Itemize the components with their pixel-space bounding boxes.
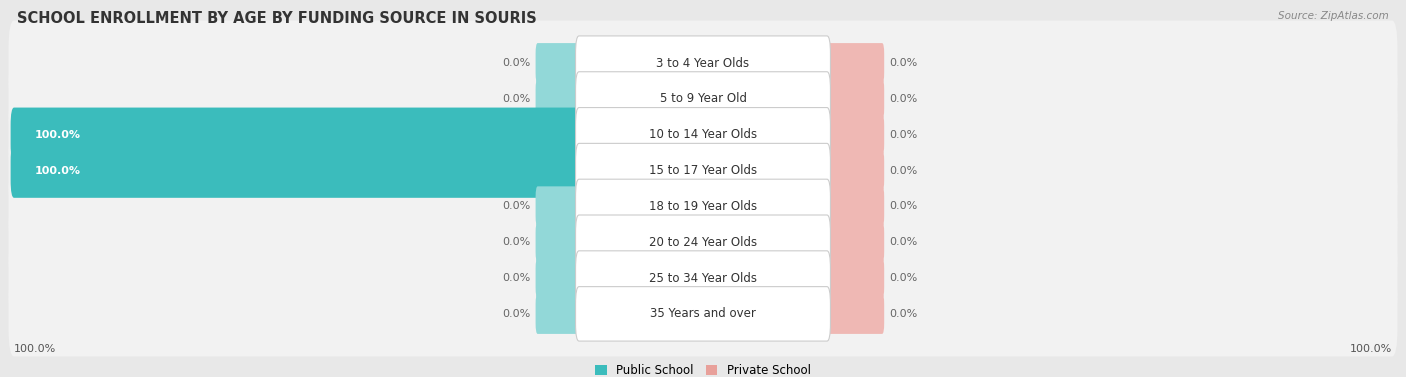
FancyBboxPatch shape xyxy=(536,186,595,227)
FancyBboxPatch shape xyxy=(825,186,884,227)
Text: 0.0%: 0.0% xyxy=(502,94,531,104)
FancyBboxPatch shape xyxy=(536,294,595,334)
FancyBboxPatch shape xyxy=(825,294,884,334)
Text: 5 to 9 Year Old: 5 to 9 Year Old xyxy=(659,92,747,106)
FancyBboxPatch shape xyxy=(825,258,884,298)
FancyBboxPatch shape xyxy=(8,199,1398,285)
Text: 0.0%: 0.0% xyxy=(502,237,531,247)
FancyBboxPatch shape xyxy=(825,115,884,155)
Text: 0.0%: 0.0% xyxy=(502,201,531,211)
Text: 100.0%: 100.0% xyxy=(35,166,80,176)
FancyBboxPatch shape xyxy=(8,235,1398,321)
FancyBboxPatch shape xyxy=(8,92,1398,178)
Text: 15 to 17 Year Olds: 15 to 17 Year Olds xyxy=(650,164,756,177)
Text: 0.0%: 0.0% xyxy=(889,94,917,104)
FancyBboxPatch shape xyxy=(825,150,884,191)
FancyBboxPatch shape xyxy=(8,271,1398,357)
Text: 0.0%: 0.0% xyxy=(889,130,917,140)
FancyBboxPatch shape xyxy=(8,164,1398,249)
FancyBboxPatch shape xyxy=(536,43,595,83)
Text: 0.0%: 0.0% xyxy=(889,166,917,176)
Text: 0.0%: 0.0% xyxy=(502,58,531,68)
FancyBboxPatch shape xyxy=(536,258,595,298)
Text: 0.0%: 0.0% xyxy=(502,273,531,283)
Text: 18 to 19 Year Olds: 18 to 19 Year Olds xyxy=(650,200,756,213)
FancyBboxPatch shape xyxy=(825,79,884,119)
Legend: Public School, Private School: Public School, Private School xyxy=(595,365,811,377)
Text: 100.0%: 100.0% xyxy=(1350,344,1392,354)
FancyBboxPatch shape xyxy=(11,143,706,198)
FancyBboxPatch shape xyxy=(575,36,831,90)
Text: 100.0%: 100.0% xyxy=(14,344,56,354)
FancyBboxPatch shape xyxy=(575,287,831,341)
FancyBboxPatch shape xyxy=(825,43,884,83)
Text: 0.0%: 0.0% xyxy=(889,273,917,283)
FancyBboxPatch shape xyxy=(825,222,884,262)
Text: 0.0%: 0.0% xyxy=(889,309,917,319)
FancyBboxPatch shape xyxy=(11,107,706,162)
Text: Source: ZipAtlas.com: Source: ZipAtlas.com xyxy=(1278,11,1389,21)
FancyBboxPatch shape xyxy=(536,222,595,262)
Text: 25 to 34 Year Olds: 25 to 34 Year Olds xyxy=(650,271,756,285)
Text: 20 to 24 Year Olds: 20 to 24 Year Olds xyxy=(650,236,756,249)
FancyBboxPatch shape xyxy=(575,179,831,234)
FancyBboxPatch shape xyxy=(575,72,831,126)
Text: 0.0%: 0.0% xyxy=(889,58,917,68)
Text: 35 Years and over: 35 Years and over xyxy=(650,307,756,320)
FancyBboxPatch shape xyxy=(8,56,1398,142)
Text: 0.0%: 0.0% xyxy=(502,309,531,319)
FancyBboxPatch shape xyxy=(575,215,831,270)
Text: SCHOOL ENROLLMENT BY AGE BY FUNDING SOURCE IN SOURIS: SCHOOL ENROLLMENT BY AGE BY FUNDING SOUR… xyxy=(17,11,537,26)
FancyBboxPatch shape xyxy=(575,107,831,162)
FancyBboxPatch shape xyxy=(536,79,595,119)
FancyBboxPatch shape xyxy=(8,128,1398,213)
Text: 10 to 14 Year Olds: 10 to 14 Year Olds xyxy=(650,128,756,141)
FancyBboxPatch shape xyxy=(8,20,1398,106)
Text: 0.0%: 0.0% xyxy=(889,201,917,211)
Text: 100.0%: 100.0% xyxy=(35,130,80,140)
FancyBboxPatch shape xyxy=(575,251,831,305)
FancyBboxPatch shape xyxy=(575,143,831,198)
Text: 0.0%: 0.0% xyxy=(889,237,917,247)
Text: 3 to 4 Year Olds: 3 to 4 Year Olds xyxy=(657,57,749,70)
